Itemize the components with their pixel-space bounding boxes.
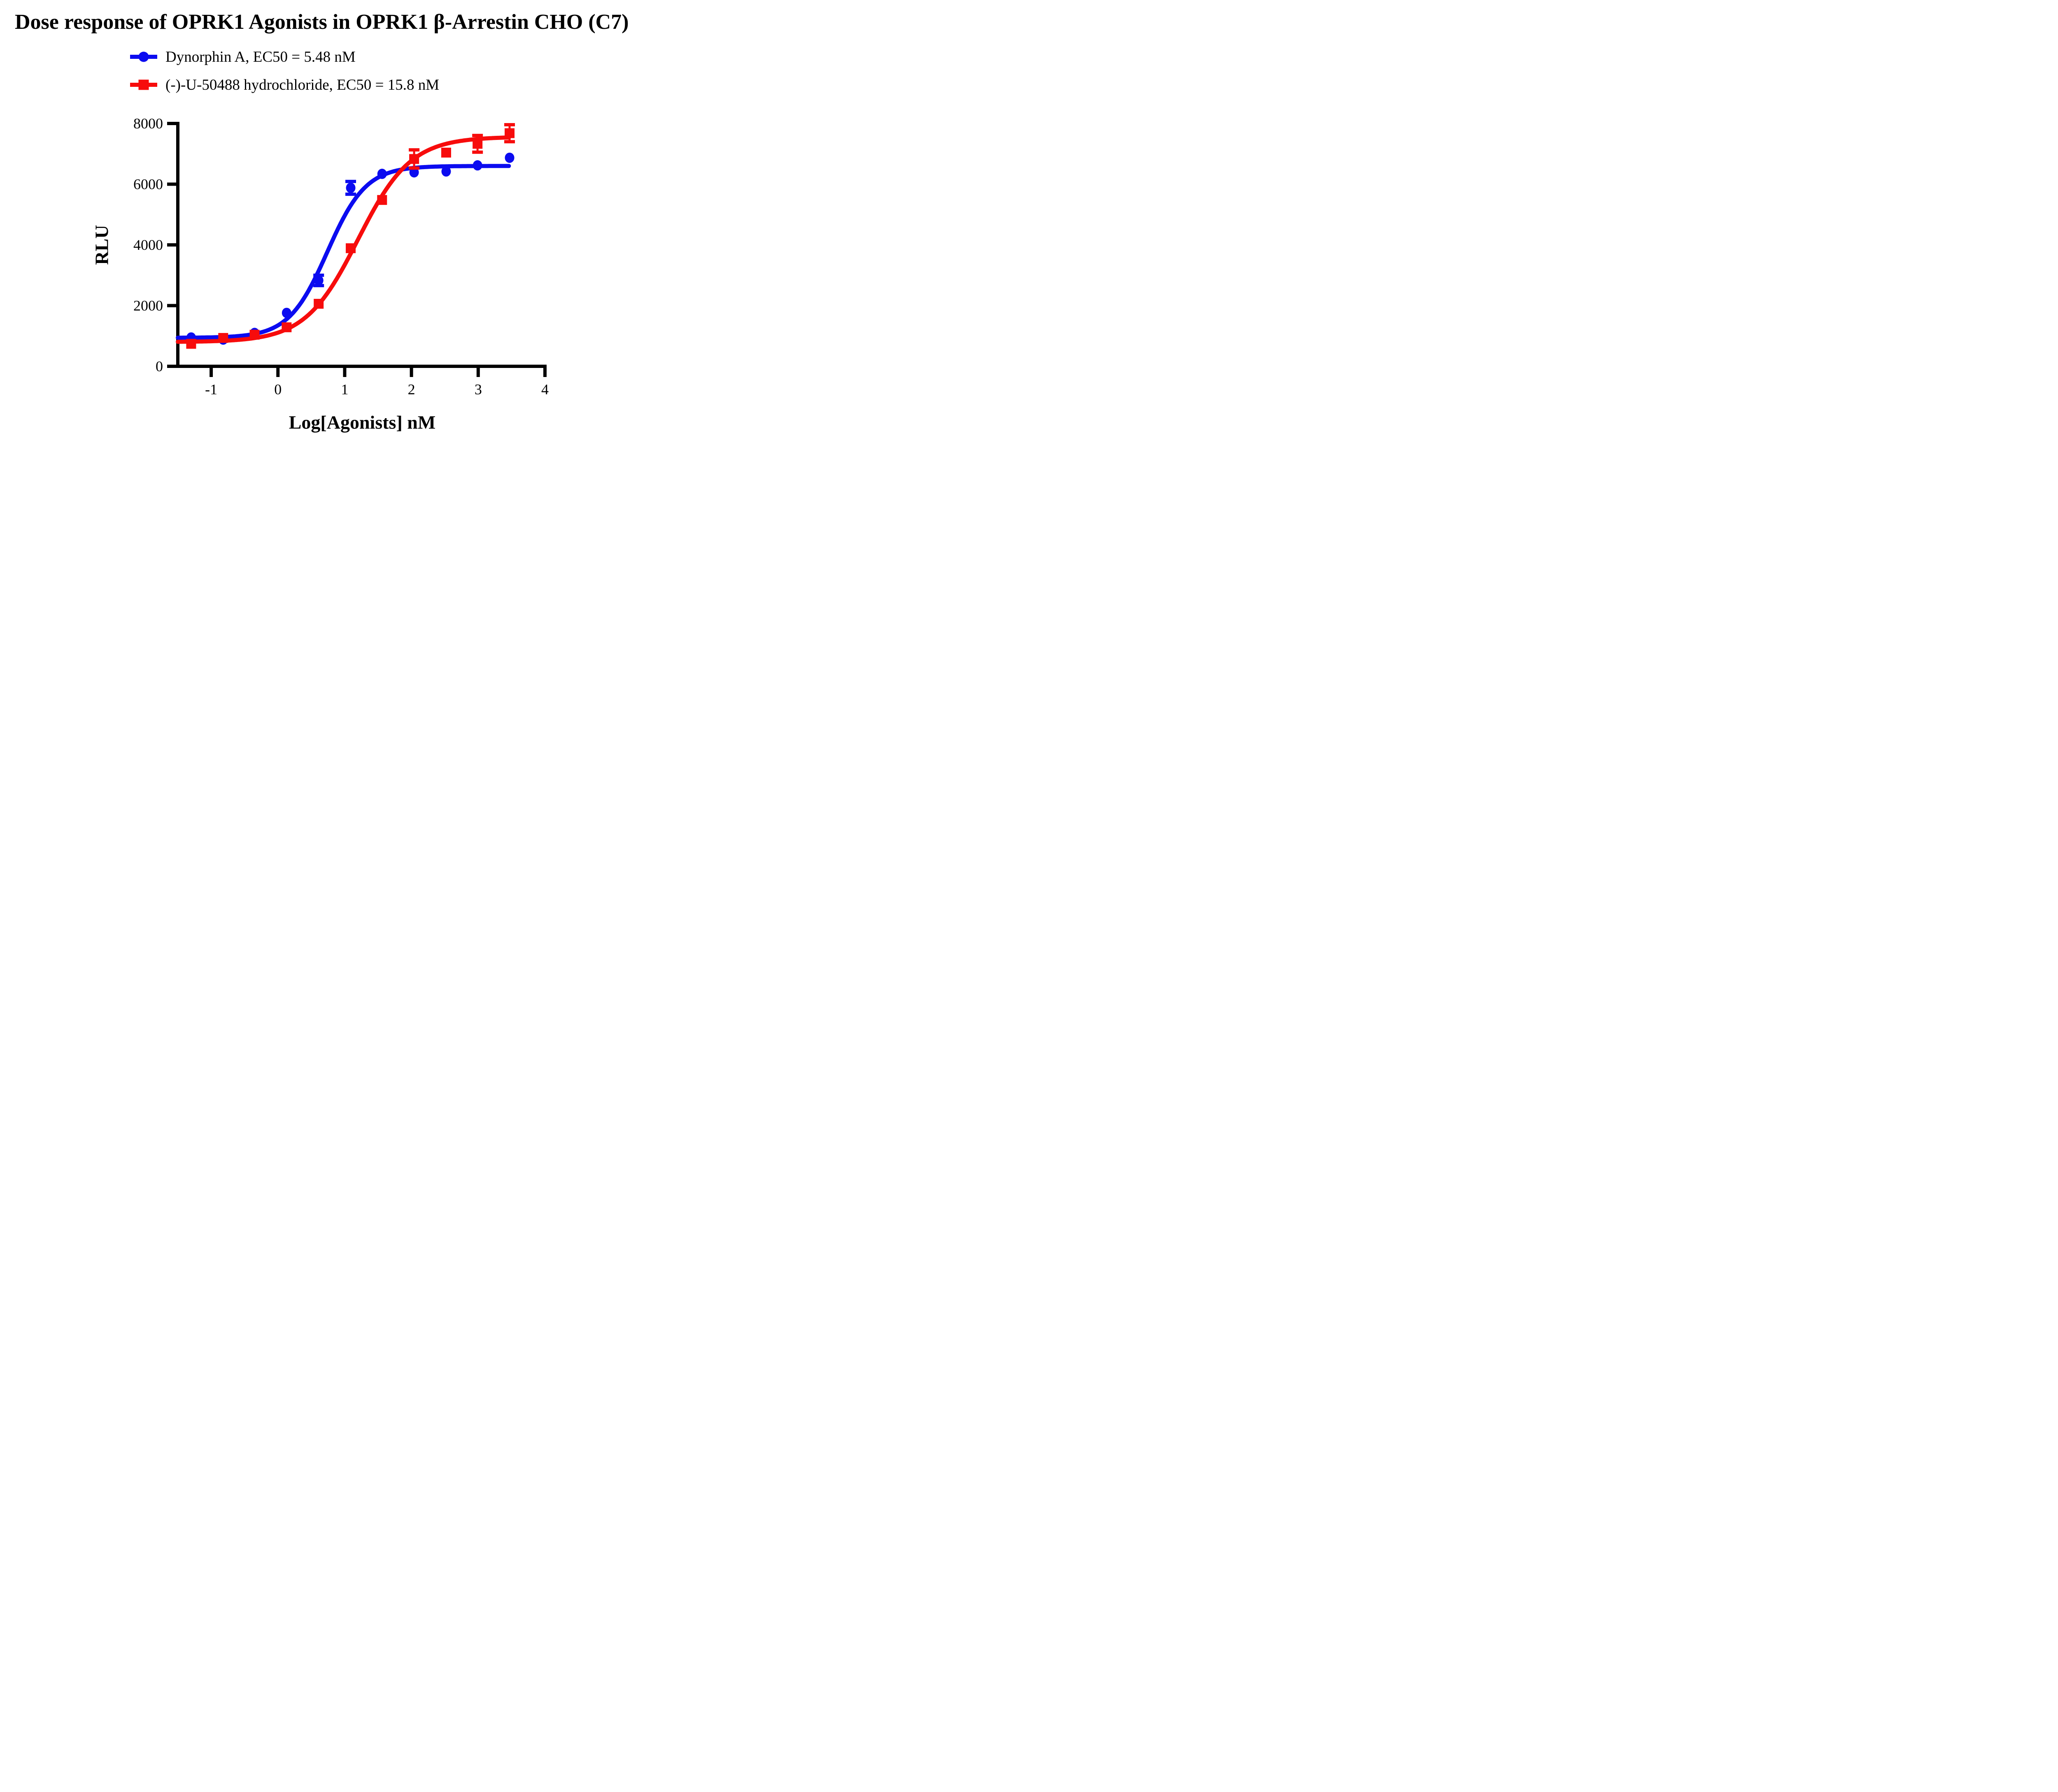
chart-title: Dose response of OPRK1 Agonists in OPRK1… — [15, 10, 629, 34]
legend-swatch-u50488 — [130, 74, 157, 95]
data-point-square-u-50488 — [441, 147, 451, 158]
x-tick-label: 3 — [475, 381, 482, 398]
y-tick-label: 8000 — [133, 115, 163, 132]
y-tick-label: 2000 — [133, 298, 163, 314]
data-point-square-u-50488 — [314, 299, 324, 309]
plot-area: 0 2000 4000 6000 8000 -1 0 1 2 3 4 — [133, 115, 549, 398]
fit-curve-u-50488 — [176, 135, 511, 344]
data-point-circle-dynorphin-a — [409, 167, 419, 178]
x-tick-label: 0 — [274, 381, 282, 398]
data-point-square-u-50488 — [282, 322, 292, 333]
legend-item-u50488: (-)-U-50488 hydrochloride, EC50 = 15.8 n… — [130, 74, 439, 95]
legend-item-label: Dynorphin A, EC50 = 5.48 nM — [165, 48, 356, 65]
data-point-square-u-50488 — [409, 154, 419, 164]
x-tick-label: -1 — [205, 381, 217, 398]
data-point-square-u-50488 — [218, 333, 228, 343]
dose-response-figure: Dose response of OPRK1 Agonists in OPRK1… — [0, 0, 719, 448]
y-tick-label: 4000 — [133, 237, 163, 253]
x-tick-label: 2 — [408, 381, 415, 398]
fit-curve-dynorphin-a — [176, 164, 511, 340]
data-point-circle-dynorphin-a — [441, 166, 451, 177]
legend-item-label: (-)-U-50488 hydrochloride, EC50 = 15.8 n… — [165, 76, 440, 93]
x-tick-label: 1 — [341, 381, 348, 398]
data-point-circle-dynorphin-a — [473, 160, 482, 171]
data-point-circle-dynorphin-a — [505, 152, 514, 163]
legend-square-marker-icon — [138, 79, 149, 90]
data-point-square-u-50488 — [505, 128, 515, 138]
data-point-circle-dynorphin-a — [314, 275, 324, 286]
legend-swatch-dynorphin-a — [130, 46, 157, 67]
data-point-circle-dynorphin-a — [282, 307, 291, 318]
x-tick-label: 4 — [541, 381, 549, 398]
y-tick-label: 6000 — [133, 176, 163, 193]
data-point-square-u-50488 — [186, 339, 196, 349]
y-tick-label: 0 — [156, 358, 163, 375]
legend-item-dynorphin-a: Dynorphin A, EC50 = 5.48 nM — [130, 46, 356, 67]
data-point-square-u-50488 — [377, 195, 387, 205]
data-point-square-u-50488 — [346, 243, 356, 254]
data-point-square-u-50488 — [249, 330, 260, 340]
data-point-circle-dynorphin-a — [377, 168, 387, 179]
x-axis-title: Log[Agonists] nM — [289, 412, 436, 433]
legend-circle-marker-icon — [138, 51, 149, 62]
data-point-square-u-50488 — [473, 139, 483, 149]
data-point-circle-dynorphin-a — [346, 182, 356, 193]
